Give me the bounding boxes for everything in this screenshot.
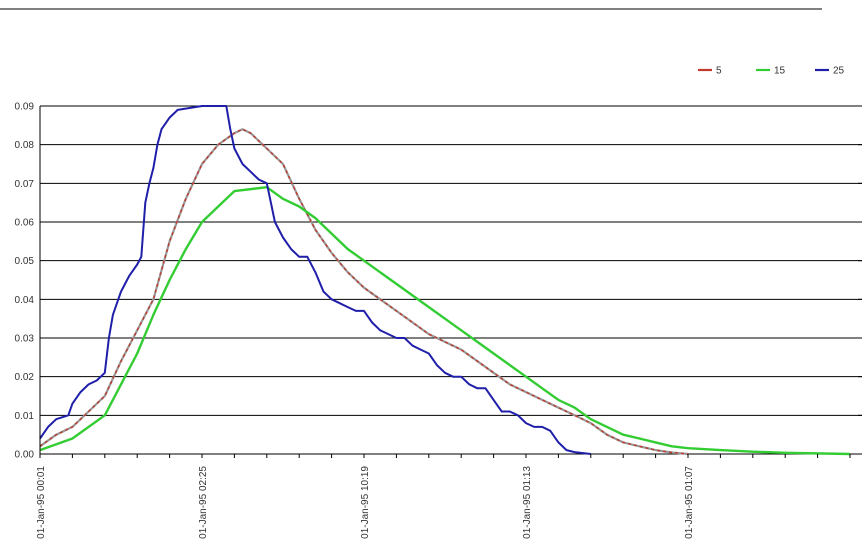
series-line-15 (39, 186, 851, 456)
series-line-25 (39, 105, 591, 455)
x-tick-label: 01-Jan-95 10:19 (360, 466, 371, 539)
y-tick-label: 0.00 (15, 450, 35, 461)
series-line-5 (39, 128, 689, 455)
y-tick-label: 0.09 (15, 102, 35, 113)
x-tick-label: 01-Jan-95 01:07 (684, 466, 695, 539)
legend-label-15: 15 (774, 66, 786, 77)
gridlines (40, 105, 862, 455)
y-tick-label: 0.02 (15, 372, 35, 383)
y-tick-label: 0.06 (15, 218, 35, 229)
y-tick-label: 0.07 (15, 179, 35, 190)
y-tick-label: 0.05 (15, 256, 35, 267)
x-axis: 01-Jan-95 00:01 01-Jan-95 02:25 01-Jan-95 … (36, 454, 851, 539)
x-tick-label: 01-Jan-95 00:01 (36, 466, 47, 539)
series-lines (39, 105, 851, 456)
y-tick-label: 0.08 (15, 140, 35, 151)
x-tick-label: 01-Jan-95 02:25 (198, 466, 209, 539)
y-tick-label: 0.03 (15, 334, 35, 345)
legend: 5 15 25 (698, 66, 845, 77)
y-tick-label: 0.04 (15, 295, 35, 306)
y-tick-label: 0.01 (15, 411, 35, 422)
legend-label-25: 25 (833, 66, 845, 77)
legend-label-5: 5 (716, 66, 722, 77)
x-tick-label: 01-Jan-95 01:13 (522, 466, 533, 539)
y-axis: 0.00 0.01 0.02 0.03 0.04 0.05 0.06 0.07 0.08 0.09 (15, 102, 41, 461)
series-5-shadow-line (39, 128, 689, 456)
